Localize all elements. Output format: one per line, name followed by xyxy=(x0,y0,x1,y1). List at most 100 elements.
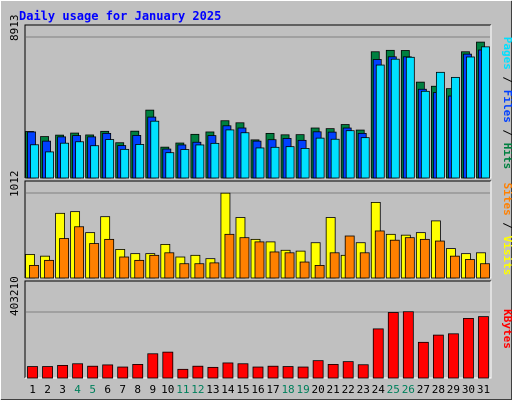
kbytes-bar xyxy=(147,353,159,379)
day-label: 20 xyxy=(312,383,325,396)
pages-bar xyxy=(75,141,85,179)
sites-bar xyxy=(465,259,475,279)
kbytes-bar xyxy=(387,312,399,379)
sites-bar xyxy=(29,265,39,279)
pages-bar xyxy=(210,142,220,179)
sites-bar xyxy=(164,252,175,279)
day-axis: 1 2 3 4 5 6 7 8 9 10 11 12 13 14 15 16 17 18 19 20 21 22 23 24 2… xyxy=(29,383,490,396)
pages-bar xyxy=(60,142,69,179)
legend-separator: / xyxy=(501,216,512,236)
pages-bar xyxy=(330,138,340,179)
pages-bar xyxy=(180,149,190,179)
kbytes-bar xyxy=(42,366,53,379)
legend-sites: Sites xyxy=(501,183,512,216)
day-label: 28 xyxy=(432,383,445,396)
kbytes-bar xyxy=(327,364,339,379)
pages-bar xyxy=(195,144,205,179)
sites-bar xyxy=(209,262,220,279)
day-label: 14 xyxy=(221,383,235,396)
pages-bar xyxy=(120,148,130,179)
pages-bar xyxy=(165,152,175,179)
day-label: 25 xyxy=(387,383,400,396)
kbytes-bar xyxy=(72,363,84,379)
kbytes-bar xyxy=(402,311,414,379)
pages-bar xyxy=(30,144,39,179)
kbytes-bar xyxy=(342,361,354,379)
kbytes-bar xyxy=(463,318,474,379)
sites-bar xyxy=(419,238,430,279)
kbytes-bar xyxy=(87,365,99,379)
day-label: 9 xyxy=(149,383,156,396)
pages-bar xyxy=(255,147,265,179)
day-label: 6 xyxy=(104,383,111,396)
day-label: 21 xyxy=(327,383,340,396)
day-label: 17 xyxy=(266,383,279,396)
sites-bar xyxy=(119,256,130,279)
sites-bar xyxy=(344,235,355,279)
day-label: 12 xyxy=(191,383,204,396)
kbytes-bar xyxy=(432,334,444,379)
plot-border-shadow xyxy=(24,280,491,378)
sites-bar xyxy=(104,238,115,279)
legend-separator: / xyxy=(501,70,512,90)
kbytes-bar xyxy=(117,366,129,379)
kbytes-bar xyxy=(372,328,384,379)
day-label: 29 xyxy=(447,383,460,396)
sites-bar xyxy=(269,251,280,279)
sites-bar xyxy=(359,252,370,279)
day-label: 11 xyxy=(176,383,189,396)
ymax-label: 1012 xyxy=(8,171,21,198)
kbytes-bar xyxy=(57,364,68,379)
pages-bar xyxy=(420,90,430,179)
day-label: 18 xyxy=(281,383,294,396)
legend-hits: Hits xyxy=(501,143,512,170)
sites-bar xyxy=(134,259,145,279)
pages-bar xyxy=(105,139,115,179)
kbytes-bar xyxy=(297,366,309,379)
legend-separator: / xyxy=(501,123,512,143)
day-label: 8 xyxy=(134,383,141,396)
pages-bar xyxy=(315,137,325,179)
sites-bar xyxy=(89,243,100,279)
day-label: 26 xyxy=(402,383,415,396)
pages-bar xyxy=(451,76,460,179)
sites-bar xyxy=(434,240,445,279)
day-label: 3 xyxy=(59,383,66,396)
sites-bar xyxy=(314,265,325,279)
pages-bar xyxy=(375,64,385,179)
kbytes-bar xyxy=(448,333,459,379)
sites-bar xyxy=(59,238,69,279)
sites-bar xyxy=(224,233,235,279)
pages-bar xyxy=(405,56,415,179)
legend-visits: Visits xyxy=(501,236,512,276)
day-label: 23 xyxy=(357,383,370,396)
kbytes-bar xyxy=(357,364,369,379)
day-label: 15 xyxy=(236,383,249,396)
kbytes-bar xyxy=(478,316,489,379)
sites-bar xyxy=(450,255,460,279)
day-label: 13 xyxy=(206,383,219,396)
day-label: 7 xyxy=(119,383,126,396)
kbytes-bar xyxy=(207,366,219,379)
pages-bar xyxy=(435,71,445,179)
pages-bar xyxy=(270,146,280,179)
hits-files-pages-panel: 8913 Pages / Files / Hits xyxy=(8,15,512,179)
day-label: 16 xyxy=(251,383,264,396)
kbytes-bar xyxy=(417,341,429,379)
day-label: 5 xyxy=(89,383,96,396)
legend-kbytes: KBytes xyxy=(501,309,512,349)
sites-bar xyxy=(329,252,340,279)
sites-bar xyxy=(44,259,54,279)
sites-bar xyxy=(480,263,490,279)
sites-bar xyxy=(404,237,415,279)
day-label: 22 xyxy=(342,383,355,396)
kbytes-bar xyxy=(132,364,144,379)
day-label: 19 xyxy=(296,383,309,396)
pages-bar xyxy=(150,120,160,179)
day-label: 4 xyxy=(74,383,81,396)
pages-bar xyxy=(466,56,475,179)
sites-bar xyxy=(74,226,85,279)
pages-bar xyxy=(360,137,370,179)
